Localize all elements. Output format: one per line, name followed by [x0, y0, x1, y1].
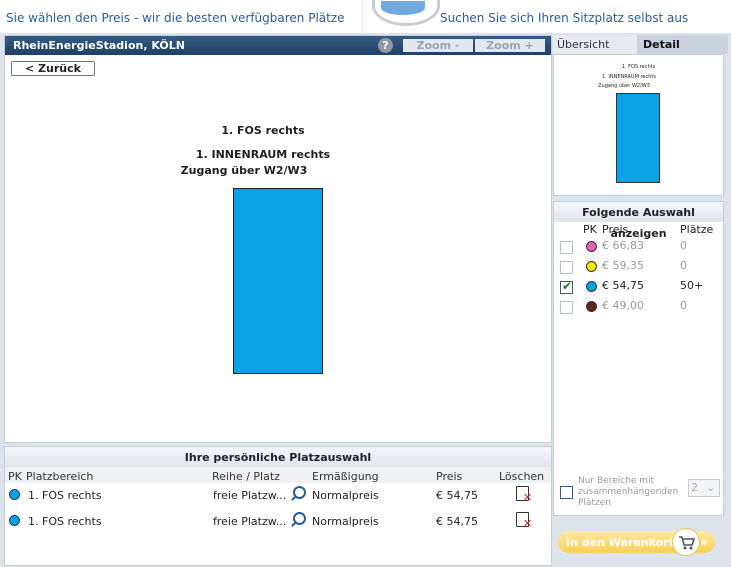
stadium-field-icon — [381, 1, 425, 15]
filter-checkbox[interactable] — [560, 301, 573, 314]
area-subtitle: 1. INNENRAUM rechts — [195, 148, 331, 161]
checkmark-icon: ✔ — [562, 279, 573, 293]
filter-item[interactable]: € 66,83 0 — [554, 239, 723, 259]
row-price: € 54,75 — [436, 489, 478, 502]
row-seat: freie Platzw... — [213, 515, 287, 528]
view-tabs: Übersicht Detail — [553, 35, 728, 54]
row-price: € 54,75 — [436, 515, 478, 528]
contiguous-count-value: 2 — [691, 481, 698, 494]
price-category-dot — [586, 301, 597, 312]
filter-col-seats: Plätze — [680, 223, 714, 236]
selection-panel: Ihre persönliche Platzauswahl PK Platzbe… — [4, 446, 552, 566]
minimap-seat-block[interactable] — [616, 93, 660, 183]
price-category-dot — [9, 515, 20, 526]
selection-header-row: PK Platzbereich Reihe / Platz Ermäßigung… — [5, 467, 551, 483]
filter-price: € 54,75 — [602, 279, 644, 292]
price-mode-link[interactable]: Sie wählen den Preis - wir die besten ve… — [6, 11, 345, 25]
row-seat: freie Platzw... — [213, 489, 287, 502]
top-bar: Sie wählen den Preis - wir die besten ve… — [0, 0, 731, 33]
contiguous-checkbox[interactable] — [560, 486, 573, 499]
col-discount: Ermäßigung — [312, 470, 379, 483]
col-pk: PK — [8, 470, 22, 483]
delete-x-icon: ✕ — [523, 491, 533, 504]
col-row: Reihe / Platz — [212, 470, 280, 483]
delete-x-icon: ✕ — [523, 517, 533, 530]
minimap-subtitle: 1. INNENRAUM rechts — [602, 74, 656, 80]
filter-price: € 59,35 — [602, 259, 644, 272]
filter-item[interactable]: € 59,35 0 — [554, 259, 723, 279]
minimap-title: 1. FOS rechts — [621, 64, 656, 70]
stadium-map-panel: RheinEnergieStadion, KÖLN ? Zoom - Zoom … — [4, 35, 552, 443]
col-price: Preis — [436, 470, 463, 483]
chevron-right-icon: » — [700, 535, 708, 549]
delete-icon[interactable] — [516, 512, 529, 527]
shopping-cart-icon — [672, 528, 700, 556]
seat-block[interactable] — [233, 188, 323, 374]
minimap-panel: 1. FOS rechts 1. INNENRAUM rechts Zugang… — [553, 54, 724, 196]
zoom-out-button[interactable]: Zoom - — [403, 39, 473, 52]
chevron-down-icon: ⌄ — [706, 481, 716, 494]
selection-title: Ihre persönliche Platzauswahl — [5, 447, 551, 467]
price-category-dot — [9, 489, 20, 500]
col-area: Platzbereich — [26, 470, 94, 483]
filter-item[interactable]: € 49,00 0 — [554, 299, 723, 319]
help-icon[interactable]: ? — [378, 38, 393, 53]
price-category-dot — [586, 261, 597, 272]
back-button[interactable]: < Zurück — [11, 61, 95, 76]
filter-seats: 50+ — [680, 279, 704, 292]
area-title: 1. FOS rechts — [221, 124, 305, 137]
row-area: 1. FOS rechts — [28, 515, 102, 528]
price-category-dot — [586, 241, 597, 252]
filter-checkbox[interactable] — [560, 241, 573, 254]
row-discount[interactable]: Normalpreis — [312, 515, 379, 528]
filter-seats: 0 — [680, 259, 687, 272]
col-delete: Löschen — [499, 470, 545, 483]
magnifier-icon[interactable] — [293, 512, 306, 525]
contiguous-label: Nur Bereiche mit zusammenhängenden Plätz… — [578, 476, 679, 508]
minimap-access: Zugang über W2/W3 — [598, 83, 650, 89]
magnifier-icon[interactable] — [293, 486, 306, 499]
zoom-in-button[interactable]: Zoom + — [475, 39, 545, 52]
filter-header-row: PK Preis Plätze — [554, 222, 723, 236]
price-filter-panel: Folgende Auswahl anzeigen PK Preis Plätz… — [553, 201, 724, 516]
price-category-dot — [586, 281, 597, 292]
row-area: 1. FOS rechts — [28, 489, 102, 502]
tab-detail[interactable]: Detail — [637, 35, 728, 54]
filter-price: € 66,83 — [602, 239, 644, 252]
top-divider — [362, 0, 363, 33]
contiguous-count-select[interactable]: 2 ⌄ — [688, 479, 720, 497]
table-row: 1. FOS rechts freie Platzw... Normalprei… — [5, 509, 551, 535]
filter-col-pk: PK — [583, 223, 597, 236]
map-header: RheinEnergieStadion, KÖLN ? Zoom - Zoom … — [5, 36, 551, 55]
seat-mode-link[interactable]: Suchen Sie sich Ihren Sitzplatz selbst a… — [440, 11, 689, 25]
area-access: Zugang über W2/W3 — [180, 164, 308, 177]
filter-checkbox[interactable] — [560, 261, 573, 274]
filter-item[interactable]: ✔ € 54,75 50+ — [554, 279, 723, 299]
filter-title: Folgende Auswahl anzeigen — [554, 202, 723, 240]
filter-seats: 0 — [680, 299, 687, 312]
filter-col-price: Preis — [602, 223, 629, 236]
add-to-cart-button[interactable]: In den Warenkorb » — [558, 528, 715, 556]
stadium-title: RheinEnergieStadion, KÖLN — [13, 39, 185, 52]
filter-price: € 49,00 — [602, 299, 644, 312]
tab-overview[interactable]: Übersicht — [553, 35, 637, 54]
row-discount[interactable]: Normalpreis — [312, 489, 379, 502]
stadium-icon — [372, 0, 440, 26]
delete-icon[interactable] — [516, 486, 529, 501]
filter-seats: 0 — [680, 239, 687, 252]
cart-button-label: In den Warenkorb — [566, 536, 677, 549]
filter-checkbox[interactable]: ✔ — [560, 279, 573, 294]
table-row: 1. FOS rechts freie Platzw... Normalprei… — [5, 483, 551, 509]
